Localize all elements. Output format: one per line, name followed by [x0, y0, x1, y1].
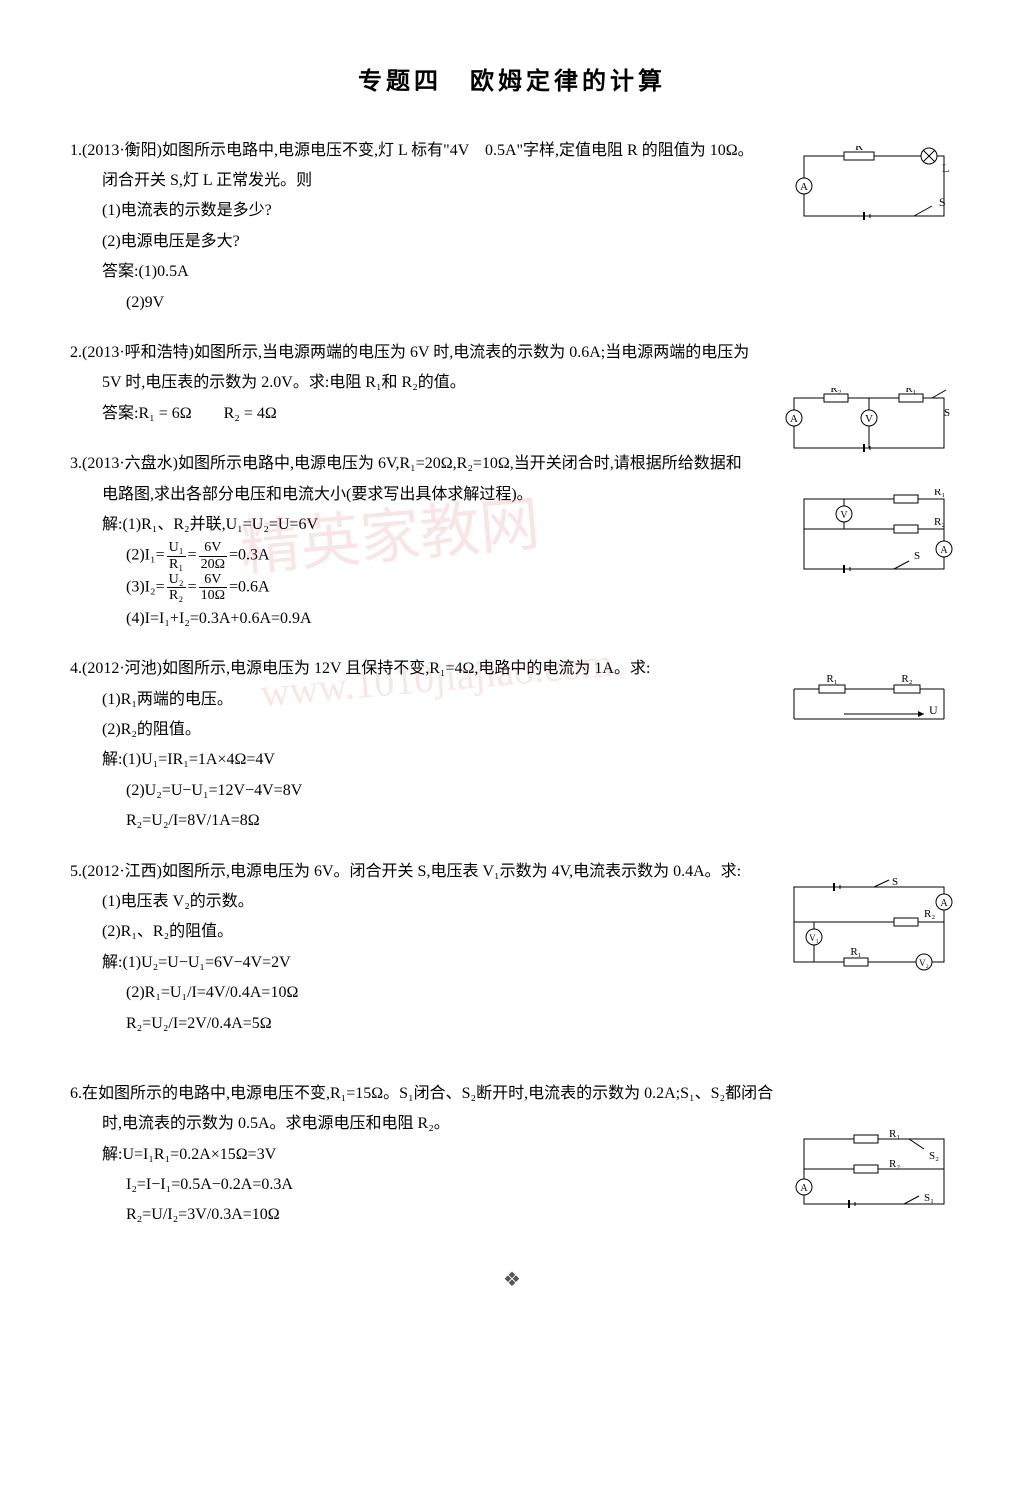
p4-sol-1: (2)U₂=U−U₁=12V−4V=8V — [70, 776, 774, 806]
svg-text:R: R — [855, 146, 863, 153]
svg-text:R₂: R₂ — [924, 908, 935, 920]
problem-6: 6.在如图所示的电路中,电源电压不变,R₁=15Ω。S₁闭合、S₂断开时,电流表… — [70, 1079, 954, 1231]
p5-circuit-diagram: S A R₂ V₁ R₁ V₂ — [784, 877, 954, 977]
problem-5: 5.(2012·江西)如图所示,电源电压为 6V。闭合开关 S,电压表 V₁示数… — [70, 857, 954, 1039]
p3-circuit-diagram: R₁ V R₂ A S — [794, 489, 954, 589]
p1-circuit-diagram: R L A S — [794, 146, 954, 236]
svg-text:S₁: S₁ — [924, 1192, 934, 1204]
svg-text:A: A — [800, 181, 808, 193]
svg-text:R₁: R₁ — [934, 489, 945, 498]
svg-text:S: S — [914, 550, 920, 562]
p4-line-1: (1)R₁两端的电压。 — [70, 685, 774, 715]
svg-text:A: A — [940, 898, 948, 909]
p4-sol-2: R₂=U₂/I=8V/1A=8Ω — [70, 806, 774, 836]
p3-line-1: 电路图,求出各部分电压和电流大小(要求写出具体求解过程)。 — [70, 480, 774, 510]
page-title: 专题四 欧姆定律的计算 — [70, 60, 954, 106]
svg-text:A: A — [790, 413, 798, 425]
p6-circuit-diagram: R₁ S₂ R₂ A S₁ — [794, 1129, 954, 1219]
p3-line-0: 3.(2013·六盘水)如图所示电路中,电源电压为 6V,R₁=20Ω,R₂=1… — [70, 449, 774, 479]
p4-line-2: (2)R₂的阻值。 — [70, 715, 774, 745]
p6-sol-1: I₂=I−I₁=0.5A−0.2A=0.3A — [70, 1170, 774, 1200]
p4-circuit-diagram: R₁ R₂ U — [784, 674, 954, 744]
svg-text:A: A — [800, 1183, 808, 1194]
p1-answer-0: 答案:(1)0.5A — [70, 257, 774, 287]
svg-text:S: S — [892, 877, 898, 888]
p3-sol-0: 解:(1)R₁、R₂并联,U₁=U₂=U=6V — [70, 510, 774, 540]
svg-text:V: V — [865, 413, 873, 425]
p5-line-2: (2)R₁、R₂的阻值。 — [70, 917, 774, 947]
svg-text:R₁: R₁ — [905, 388, 916, 395]
svg-text:R₂: R₂ — [830, 388, 841, 395]
svg-text:S: S — [944, 407, 950, 419]
svg-text:A: A — [940, 545, 948, 556]
p6-sol-0: 解:U=I₁R₁=0.2A×15Ω=3V — [70, 1140, 774, 1170]
svg-text:R₂: R₂ — [889, 1158, 900, 1170]
p3-sol-3: (4)I=I₁+I₂=0.3A+0.6A=0.9A — [70, 604, 774, 634]
svg-text:V: V — [840, 510, 848, 521]
p3-sol-1: (2)I₁=U₁R₁=6V20Ω=0.3A — [70, 540, 774, 572]
svg-text:S₂: S₂ — [929, 1150, 939, 1162]
svg-text:L: L — [942, 161, 949, 175]
p1-line-0: 1.(2013·衡阳)如图所示电路中,电源电压不变,灯 L 标有"4V 0.5A… — [70, 136, 774, 166]
p4-line-0: 4.(2012·河池)如图所示,电源电压为 12V 且保持不变,R₁=4Ω,电路… — [70, 654, 774, 684]
footer-ornament: ❖ — [70, 1261, 954, 1299]
svg-text:R₁: R₁ — [889, 1129, 900, 1140]
svg-text:V₂: V₂ — [919, 958, 929, 968]
p6-sol-2: R₂=U/I₂=3V/0.3A=10Ω — [70, 1200, 774, 1230]
p5-line-1: (1)电压表 V₂的示数。 — [70, 887, 774, 917]
problem-2: 2.(2013·呼和浩特)如图所示,当电源两端的电压为 6V 时,电流表的示数为… — [70, 338, 954, 429]
svg-text:R₂: R₂ — [901, 674, 912, 685]
svg-text:S: S — [939, 195, 946, 209]
svg-text:V₁: V₁ — [809, 933, 819, 943]
p4-sol-0: 解:(1)U₁=IR₁=1A×4Ω=4V — [70, 745, 774, 775]
problem-3: 3.(2013·六盘水)如图所示电路中,电源电压为 6V,R₁=20Ω,R₂=1… — [70, 449, 954, 634]
problem-4: 4.(2012·河池)如图所示,电源电压为 12V 且保持不变,R₁=4Ω,电路… — [70, 654, 954, 836]
svg-text:R₁: R₁ — [850, 946, 861, 958]
svg-text:R₁: R₁ — [826, 674, 837, 685]
p2-line-1: 5V 时,电压表的示数为 2.0V。求:电阻 R₁和 R₂的值。 — [70, 368, 774, 398]
p1-answer-1: (2)9V — [70, 288, 774, 318]
p3-sol-2: (3)I₂=U₂R₂=6V10Ω=0.6A — [70, 572, 774, 604]
p1-line-2: (1)电流表的示数是多少? — [70, 196, 774, 226]
p5-sol-2: R₂=U₂/I=2V/0.4A=5Ω — [70, 1009, 774, 1039]
p1-line-1: 闭合开关 S,灯 L 正常发光。则 — [70, 166, 774, 196]
p5-line-0: 5.(2012·江西)如图所示,电源电压为 6V。闭合开关 S,电压表 V₁示数… — [70, 857, 774, 887]
p5-sol-1: (2)R₁=U₁/I=4V/0.4A=10Ω — [70, 978, 774, 1008]
p5-sol-0: 解:(1)U₂=U−U₁=6V−4V=2V — [70, 948, 774, 978]
p2-answer-0: 答案:R₁ = 6Ω R₂ = 4Ω — [70, 399, 774, 429]
p1-line-3: (2)电源电压是多大? — [70, 227, 774, 257]
p6-line-1: 时,电流表的示数为 0.5A。求电源电压和电阻 R₂。 — [70, 1109, 774, 1139]
p6-line-0: 6.在如图所示的电路中,电源电压不变,R₁=15Ω。S₁闭合、S₂断开时,电流表… — [70, 1079, 774, 1109]
problem-1: 1.(2013·衡阳)如图所示电路中,电源电压不变,灯 L 标有"4V 0.5A… — [70, 136, 954, 318]
svg-text:U: U — [929, 703, 938, 717]
svg-text:R₂: R₂ — [934, 516, 945, 528]
p2-line-0: 2.(2013·呼和浩特)如图所示,当电源两端的电压为 6V 时,电流表的示数为… — [70, 338, 774, 368]
